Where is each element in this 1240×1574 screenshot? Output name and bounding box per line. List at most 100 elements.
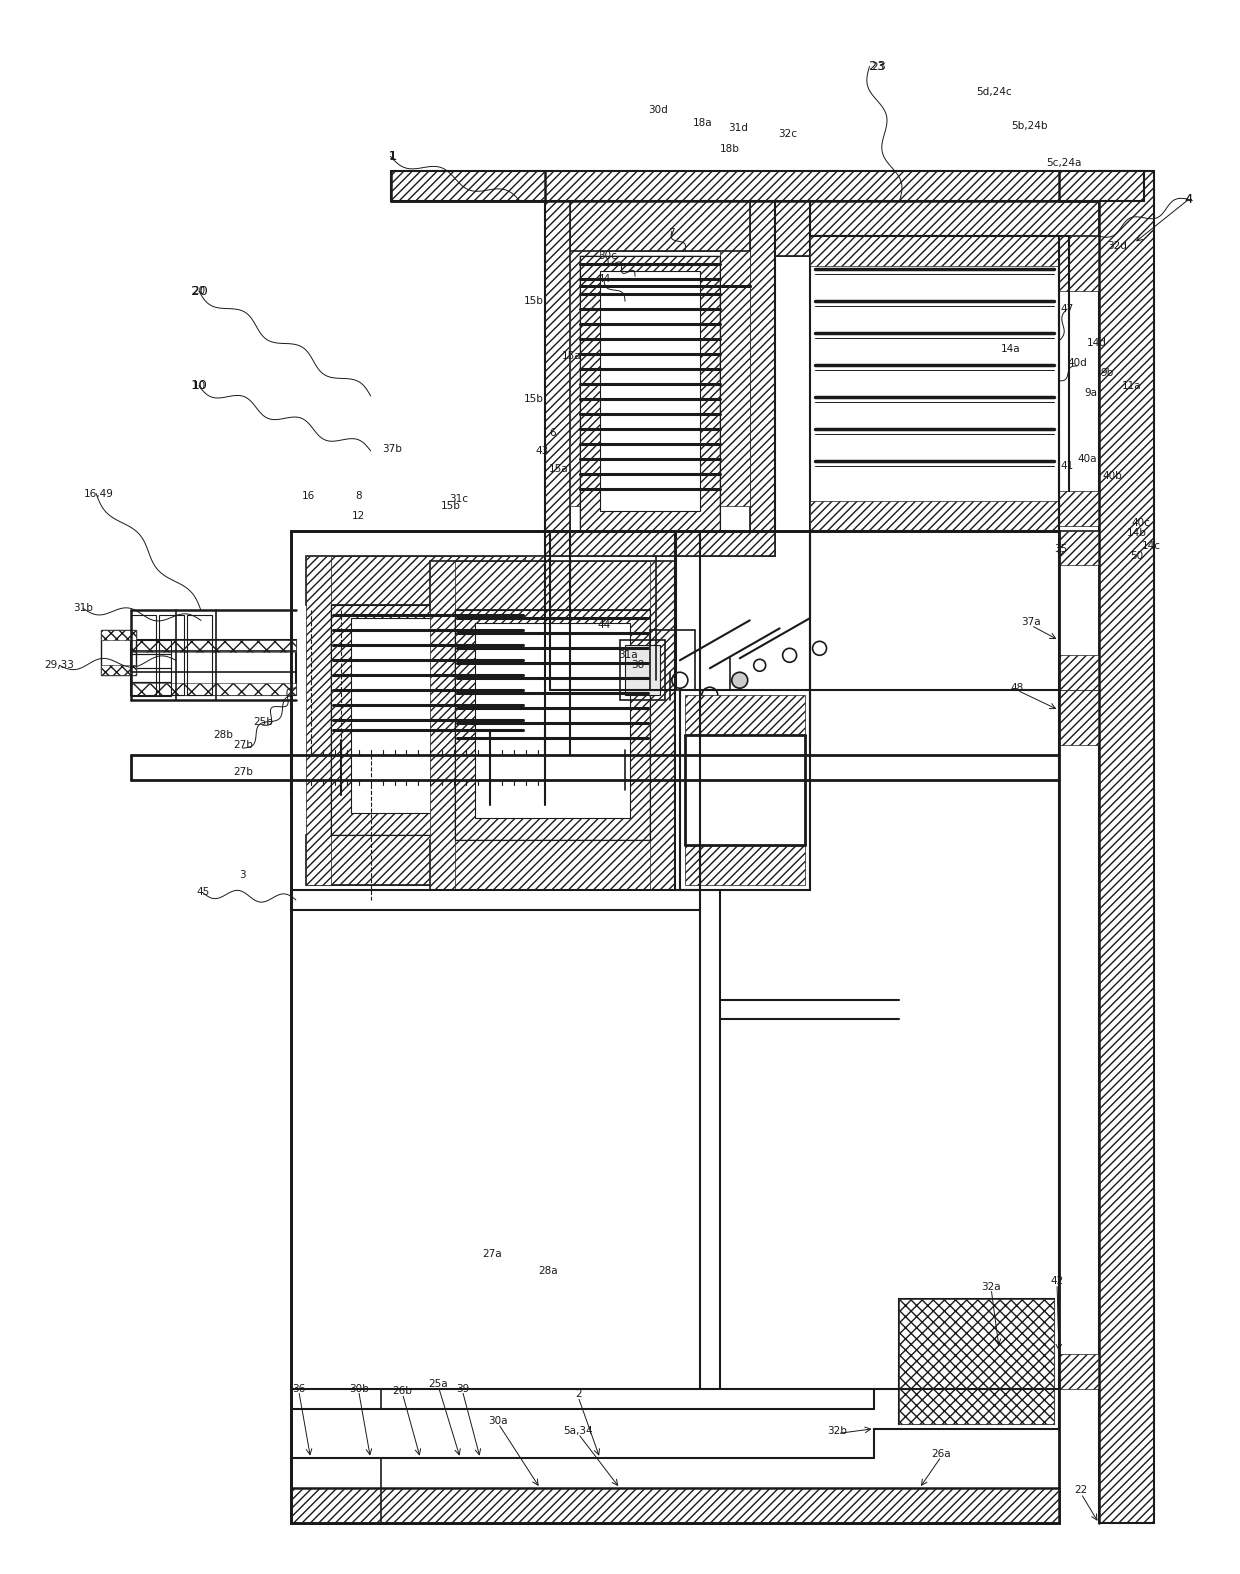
Bar bbox=[1099, 172, 1153, 1524]
Text: 38: 38 bbox=[631, 660, 645, 671]
Bar bbox=[546, 201, 775, 252]
Text: 22: 22 bbox=[1074, 1486, 1087, 1495]
Bar bbox=[684, 696, 805, 735]
Bar bbox=[1059, 530, 1099, 691]
Text: 15a: 15a bbox=[562, 351, 582, 360]
Bar bbox=[655, 257, 675, 291]
Text: 31c: 31c bbox=[449, 494, 467, 504]
Bar bbox=[187, 615, 212, 696]
Text: 20: 20 bbox=[192, 286, 206, 296]
Bar bbox=[331, 606, 526, 834]
Bar bbox=[131, 655, 171, 669]
Text: 23: 23 bbox=[870, 61, 884, 72]
Bar bbox=[331, 606, 526, 834]
Bar bbox=[351, 619, 510, 812]
Bar bbox=[526, 556, 551, 885]
Bar bbox=[620, 641, 665, 700]
Text: 32b: 32b bbox=[827, 1426, 847, 1435]
Text: 31a: 31a bbox=[619, 650, 637, 661]
Text: 2: 2 bbox=[575, 1388, 582, 1399]
Text: 5b,24b: 5b,24b bbox=[1011, 121, 1048, 132]
Bar bbox=[546, 530, 775, 556]
Text: 4: 4 bbox=[1185, 194, 1192, 205]
Bar bbox=[475, 623, 630, 818]
Bar bbox=[899, 1299, 1054, 1423]
Text: 32a: 32a bbox=[981, 1281, 1001, 1292]
Bar bbox=[750, 201, 775, 530]
Text: 43: 43 bbox=[536, 445, 549, 456]
Bar bbox=[290, 1489, 1059, 1524]
Bar bbox=[750, 201, 775, 530]
Text: 28b: 28b bbox=[213, 730, 233, 740]
Bar bbox=[131, 683, 295, 696]
Text: 11a: 11a bbox=[1122, 381, 1142, 390]
Bar bbox=[131, 641, 295, 652]
Bar bbox=[306, 556, 551, 606]
Text: 18a: 18a bbox=[693, 118, 713, 129]
Bar bbox=[290, 530, 1059, 1524]
Text: 14d: 14d bbox=[1087, 338, 1107, 348]
Bar bbox=[546, 530, 775, 556]
Text: 25a: 25a bbox=[429, 1379, 448, 1388]
Text: 30a: 30a bbox=[489, 1415, 508, 1426]
Text: 1: 1 bbox=[388, 150, 397, 164]
Text: 50: 50 bbox=[1131, 551, 1143, 560]
Bar bbox=[102, 630, 136, 675]
Bar bbox=[605, 257, 625, 291]
Text: 15b: 15b bbox=[440, 501, 460, 510]
Text: 26b: 26b bbox=[393, 1385, 413, 1396]
Text: 31d: 31d bbox=[728, 123, 748, 134]
Bar bbox=[546, 201, 775, 252]
Bar bbox=[546, 201, 570, 530]
Text: 15b: 15b bbox=[525, 296, 544, 305]
Text: 32d: 32d bbox=[1107, 241, 1127, 252]
Bar bbox=[810, 501, 1059, 530]
Bar bbox=[1099, 172, 1153, 1524]
Bar bbox=[131, 669, 171, 682]
Bar bbox=[580, 257, 600, 291]
Bar bbox=[102, 666, 136, 675]
Bar bbox=[455, 611, 650, 841]
Text: 30c: 30c bbox=[599, 252, 618, 261]
Text: 16: 16 bbox=[303, 491, 315, 501]
Text: 6: 6 bbox=[549, 428, 556, 438]
Bar bbox=[580, 257, 719, 530]
Text: 7: 7 bbox=[668, 228, 676, 238]
Text: 25b: 25b bbox=[253, 718, 273, 727]
Bar bbox=[810, 236, 1059, 530]
Bar bbox=[102, 630, 136, 641]
Bar bbox=[719, 252, 750, 505]
Bar bbox=[680, 257, 699, 291]
Text: 20: 20 bbox=[191, 285, 207, 297]
Bar bbox=[684, 845, 805, 885]
Text: 40d: 40d bbox=[1068, 357, 1086, 368]
Bar bbox=[650, 560, 675, 889]
Bar bbox=[1059, 691, 1099, 745]
Text: 14c: 14c bbox=[1142, 540, 1162, 551]
Bar bbox=[600, 271, 699, 510]
Bar bbox=[430, 841, 675, 889]
Text: 40a: 40a bbox=[1078, 453, 1096, 464]
Text: 9b: 9b bbox=[1100, 368, 1114, 378]
Bar bbox=[899, 1299, 1054, 1423]
Text: 5c,24a: 5c,24a bbox=[1047, 159, 1081, 168]
Bar bbox=[1059, 236, 1099, 291]
Text: 31b: 31b bbox=[73, 603, 93, 614]
Bar bbox=[1059, 655, 1099, 691]
Text: 35: 35 bbox=[1054, 543, 1068, 554]
Bar bbox=[1059, 1354, 1099, 1388]
Text: 5a,34: 5a,34 bbox=[563, 1426, 593, 1435]
Bar bbox=[131, 615, 156, 696]
Text: 9a: 9a bbox=[1085, 387, 1097, 398]
Bar bbox=[131, 682, 171, 696]
Text: 32c: 32c bbox=[779, 129, 797, 140]
Bar bbox=[775, 201, 810, 257]
Bar bbox=[580, 257, 719, 530]
Text: 16,49: 16,49 bbox=[84, 488, 114, 499]
Text: 44: 44 bbox=[598, 274, 610, 285]
Text: 45: 45 bbox=[196, 886, 210, 897]
Bar bbox=[546, 201, 570, 530]
Text: 27b: 27b bbox=[233, 740, 253, 751]
Bar bbox=[1059, 491, 1099, 526]
Bar bbox=[430, 560, 675, 611]
